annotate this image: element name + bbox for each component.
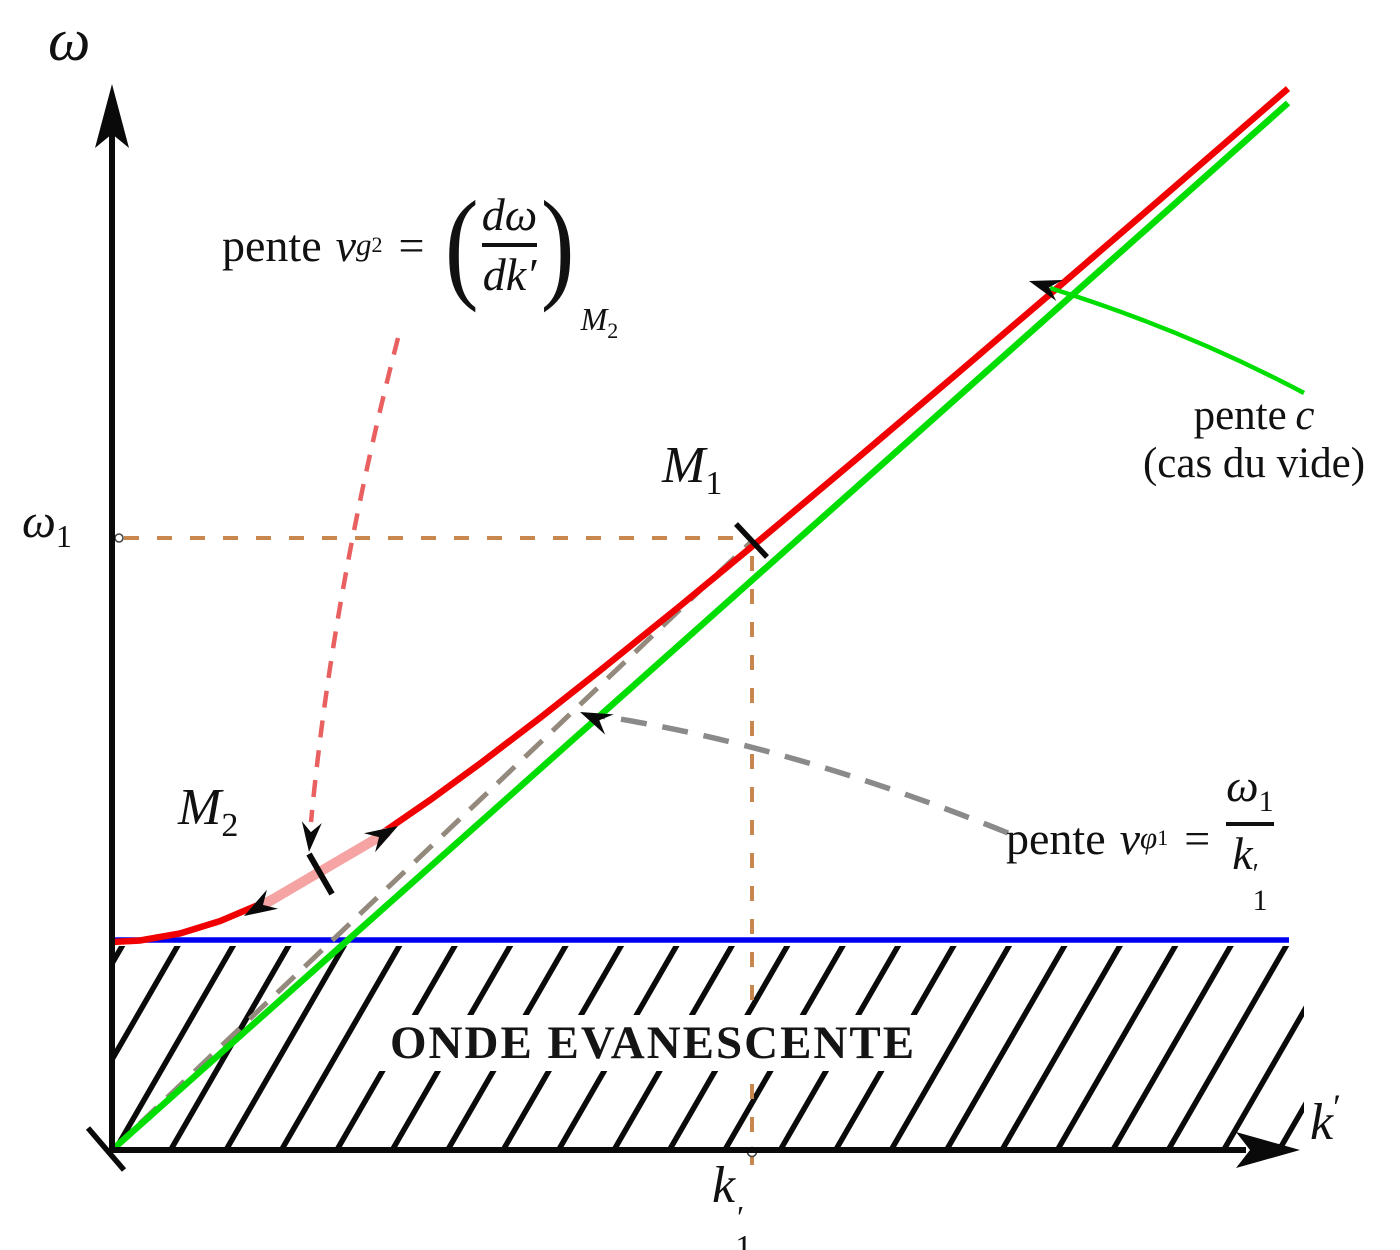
light-slope-leader-arrowhead-icon: [1029, 280, 1063, 301]
tangent-band-m2: [253, 828, 391, 913]
phase-fraction-numerator: ω1: [1226, 762, 1273, 818]
point-label-m2: M2: [178, 778, 238, 845]
omega1-symbol: ω: [22, 495, 56, 548]
group-velocity-prefix: pente: [222, 219, 322, 271]
y-axis-label-text: ω: [48, 7, 91, 73]
omega1-k1-fraction: ω1 k ′ 1: [1226, 762, 1274, 917]
m1-tick: [733, 522, 770, 559]
m1-symbol: M: [662, 437, 706, 494]
phase-den-subscript: 1: [1252, 883, 1268, 917]
x-axis-label: k′: [1310, 1086, 1341, 1152]
group-velocity-var-sub: g: [356, 227, 372, 262]
x-axis-prime: ′: [1333, 1087, 1341, 1127]
x-axis-arrowhead-icon: [1236, 1132, 1300, 1168]
phase-fraction-bar: [1226, 821, 1274, 826]
at-m2-subscript: 2: [607, 318, 619, 343]
at-m2-symbol: M: [580, 301, 608, 337]
fraction-bar: [481, 243, 538, 247]
m2-tick: [306, 852, 335, 896]
tangent-arrowhead-up-icon: [363, 826, 398, 853]
phase-velocity-prefix: pente: [1006, 812, 1106, 864]
phase-num-subscript: 1: [1258, 785, 1274, 819]
fraction-denominator: dk′: [482, 249, 537, 300]
phase-velocity-var: v: [1119, 812, 1141, 864]
fraction-numerator: dω: [481, 188, 538, 240]
light-slope-line1: pente c: [1108, 392, 1400, 440]
m2-symbol: M: [178, 779, 222, 836]
dw-dk-fraction: dω dk′: [481, 188, 538, 300]
phase-den-prime: ′: [1252, 858, 1259, 890]
m1-subscript: 1: [705, 465, 723, 502]
group-velocity-leader: [308, 337, 401, 823]
k1-symbol: k: [712, 1157, 736, 1214]
k1-subscript: 1: [735, 1229, 753, 1250]
group-velocity-var: v: [335, 219, 357, 271]
m2-subscript: 2: [221, 807, 239, 844]
origin-tick: [85, 1126, 127, 1172]
phase-den-symbol: k: [1232, 827, 1253, 879]
omega1-subscript: 1: [55, 518, 72, 554]
k1-prime: ′: [735, 1199, 743, 1235]
group-velocity-equals: =: [398, 219, 425, 271]
k1-tick-label: k ′ 1: [712, 1156, 752, 1250]
light-slope-leader: [1049, 285, 1306, 395]
phase-num-symbol: ω: [1226, 760, 1259, 812]
point-label-m1: M1: [662, 436, 722, 503]
evanescent-zone-label: ONDE EVANESCENTE: [374, 1015, 933, 1071]
dispersion-curve: [111, 86, 1291, 946]
light-slope-line2: (cas du vide): [1142, 440, 1366, 488]
phase-velocity-leader: [600, 713, 1010, 836]
group-velocity-leader-arrowhead-icon: [301, 821, 322, 852]
light-slope-prefix: pente: [1193, 392, 1287, 439]
y-axis-arrowhead-icon: [95, 84, 129, 148]
light-slope-var: c: [1295, 392, 1315, 439]
x-axis-symbol: k: [1310, 1094, 1334, 1151]
light-slope-label: pente c (cas du vide): [1108, 392, 1400, 488]
phase-velocity-var-sub: φ: [1140, 820, 1158, 855]
phase-velocity-var-subsub: 1: [1157, 825, 1169, 850]
y-axis-label: ω: [48, 6, 90, 75]
tangent-arrowhead-down-icon: [244, 889, 279, 916]
group-velocity-var-subsub: 2: [371, 232, 383, 257]
phase-fraction-denominator: k ′ 1: [1232, 827, 1268, 917]
evanescent-zone-text: ONDE EVANESCENTE: [374, 1015, 933, 1071]
phase-velocity-equals: =: [1184, 812, 1211, 864]
guide-marker-omega1: [114, 533, 124, 543]
omega1-tick-label: ω1: [22, 494, 72, 555]
light-line: [109, 100, 1291, 1153]
evaluated-at-m2: M2: [581, 301, 619, 344]
phase-velocity-leader-arrowhead-icon: [580, 712, 614, 735]
phase-velocity-chord: [110, 539, 754, 1152]
